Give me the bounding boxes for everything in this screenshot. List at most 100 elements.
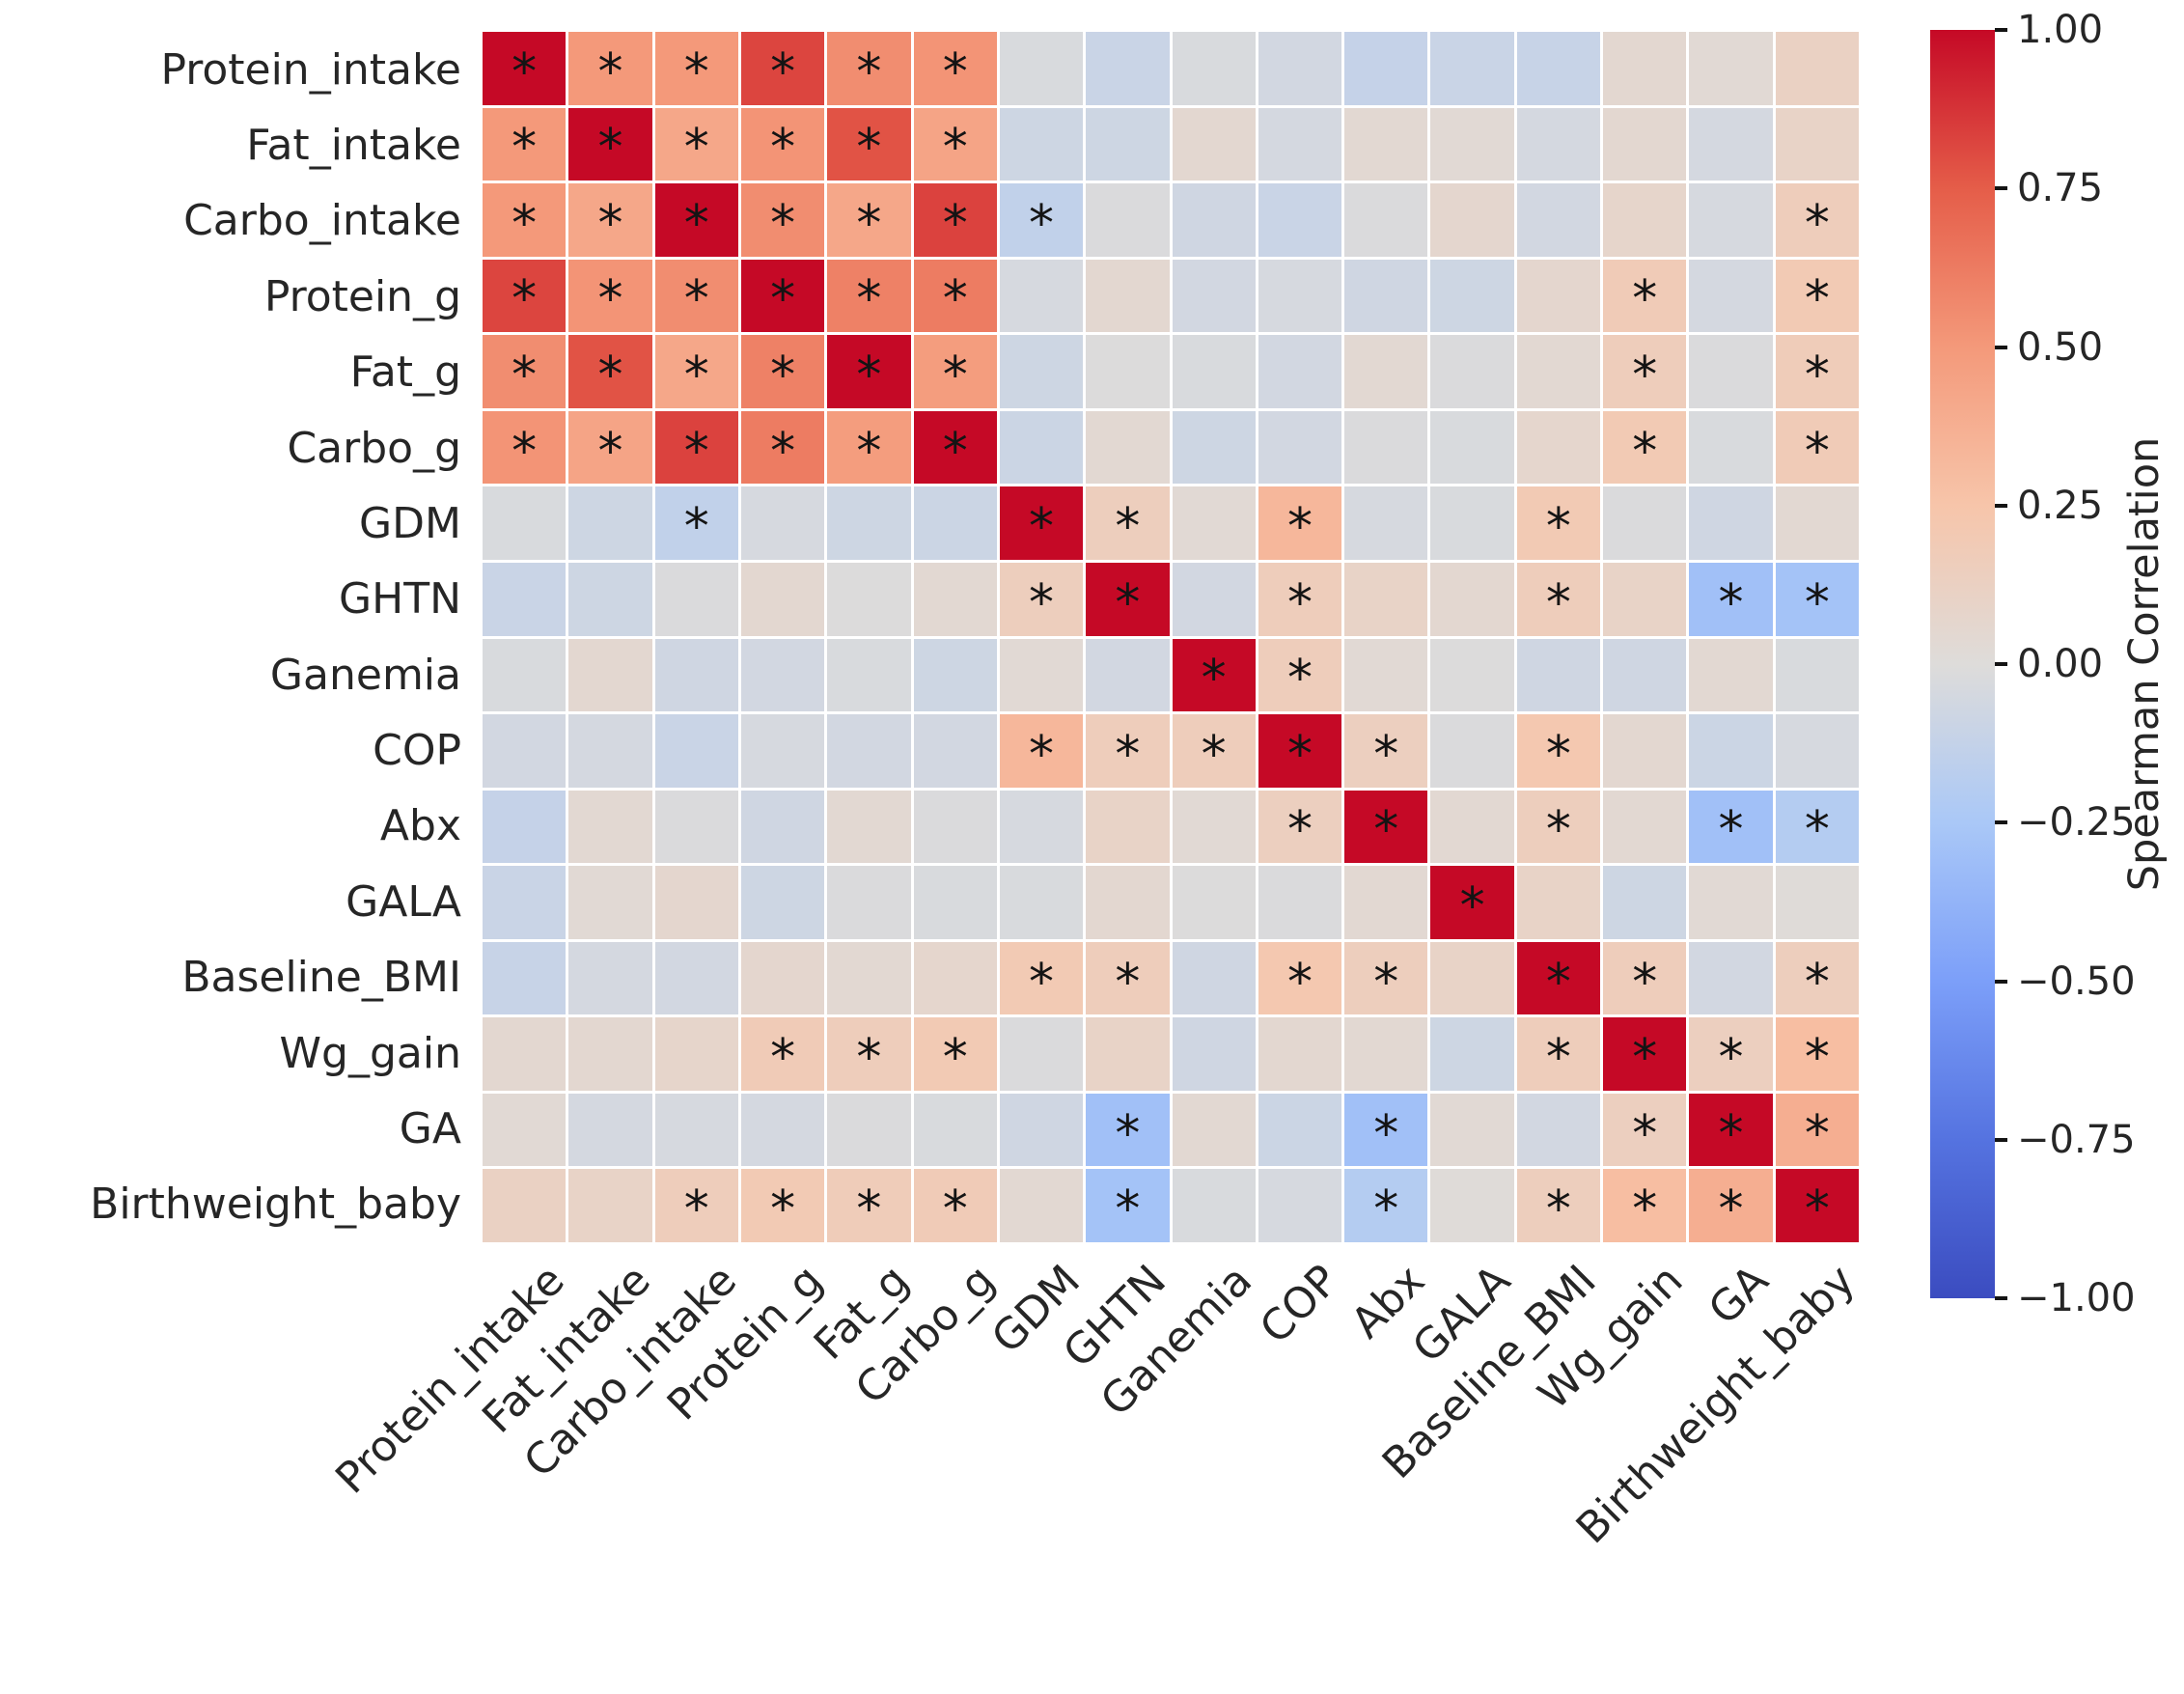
heatmap-cell [827,714,911,788]
heatmap-cell: * [483,107,567,181]
heatmap-cell [1689,941,1773,1015]
significance-asterisk: * [770,119,796,178]
y-tick-label: Fat_intake [246,121,461,171]
heatmap-cell: * [913,107,997,181]
heatmap-cell [1258,1017,1342,1091]
heatmap-cell [999,1169,1084,1242]
heatmap-cell: * [1689,1169,1773,1242]
colorbar-tick-label: 0.25 [2017,483,2104,528]
heatmap-cell [568,1017,652,1091]
significance-asterisk: * [1029,498,1055,557]
heatmap-cell: * [1430,866,1514,939]
heatmap-cell: * [740,259,825,333]
heatmap-cell [568,562,652,636]
colorbar-tick [1995,662,2007,666]
heatmap-cell [654,562,738,636]
significance-asterisk: * [856,42,882,101]
heatmap-cell: * [740,410,825,485]
significance-asterisk: * [1545,573,1571,632]
heatmap-cell [740,714,825,788]
significance-asterisk: * [770,194,796,253]
heatmap-cell [1603,183,1687,257]
significance-asterisk: * [1373,953,1399,1012]
significance-asterisk: * [683,194,709,253]
heatmap-grid: * * * * * * * * * * * * * * * * * * * * * * * * * * * * * * * * * * * * * * * *… [483,32,1859,1242]
heatmap-cell [827,1093,911,1167]
heatmap-cell: * [1603,1017,1687,1091]
colorbar-tick [1995,1137,2007,1142]
significance-asterisk: * [1804,573,1830,632]
heatmap-cell [483,790,567,864]
significance-asterisk: * [1718,1180,1744,1239]
heatmap-cell [740,562,825,636]
heatmap-cell [1344,32,1428,105]
heatmap-cell: * [1258,714,1342,788]
significance-asterisk: * [1115,1180,1141,1239]
heatmap-cell: * [654,335,738,408]
significance-asterisk: * [1029,725,1055,784]
heatmap-cell [1172,941,1256,1015]
significance-asterisk: * [511,194,538,253]
colorbar-gradient [1930,30,1995,1298]
heatmap-cell [568,714,652,788]
colorbar-tick-label: 0.50 [2017,324,2104,370]
heatmap-cell [1516,259,1601,333]
y-tick-label: GDM [359,498,461,548]
significance-asterisk: * [1115,1104,1141,1163]
heatmap-cell: * [654,107,738,181]
heatmap-cell [1172,259,1256,333]
heatmap-cell [1172,562,1256,636]
heatmap-cell [1344,410,1428,485]
heatmap-cell: * [1775,1017,1859,1091]
heatmap-cell: * [1086,1093,1170,1167]
heatmap-cell [999,335,1084,408]
heatmap-cell: * [568,410,652,485]
significance-asterisk: * [1632,270,1658,329]
heatmap-cell: * [1516,941,1601,1015]
heatmap-cell [483,1169,567,1242]
heatmap-cell [1172,107,1256,181]
heatmap-cell [1086,335,1170,408]
heatmap-cell [1086,107,1170,181]
significance-asterisk: * [1201,650,1227,708]
colorbar-tick-label: −0.50 [2017,958,2136,1004]
significance-asterisk: * [1804,347,1830,405]
heatmap-cell: * [1086,714,1170,788]
heatmap-cell [1430,562,1514,636]
significance-asterisk: * [1286,573,1313,632]
heatmap-cell: * [1344,714,1428,788]
significance-asterisk: * [1459,876,1485,935]
significance-asterisk: * [770,347,796,405]
heatmap-cell [1344,638,1428,712]
heatmap-cell: * [1603,259,1687,333]
heatmap-cell: * [1516,790,1601,864]
heatmap-cell: * [483,259,567,333]
heatmap-cell: * [1516,714,1601,788]
colorbar-tick-label: 0.75 [2017,166,2104,211]
heatmap-cell: * [1086,1169,1170,1242]
significance-asterisk: * [1632,347,1658,405]
heatmap-cell [913,486,997,560]
heatmap-cell [1430,32,1514,105]
significance-asterisk: * [1804,953,1830,1012]
heatmap-cell [1775,638,1859,712]
heatmap-cell [1258,335,1342,408]
heatmap-cell: * [1775,259,1859,333]
heatmap-cell [1344,1017,1428,1091]
heatmap-cell: * [740,1169,825,1242]
heatmap-cell: * [1086,562,1170,636]
colorbar-tick [1995,345,2007,349]
heatmap-cell: * [1258,790,1342,864]
heatmap-cell [913,562,997,636]
heatmap-cell: * [1775,790,1859,864]
significance-asterisk: * [1804,1029,1830,1088]
heatmap-cell [1344,183,1428,257]
significance-asterisk: * [1545,801,1571,860]
significance-asterisk: * [511,422,538,481]
heatmap-cell [1689,714,1773,788]
heatmap-cell [1516,107,1601,181]
heatmap-cell: * [568,259,652,333]
heatmap-cell: * [654,32,738,105]
heatmap-cell [1086,866,1170,939]
heatmap-cell [1086,259,1170,333]
